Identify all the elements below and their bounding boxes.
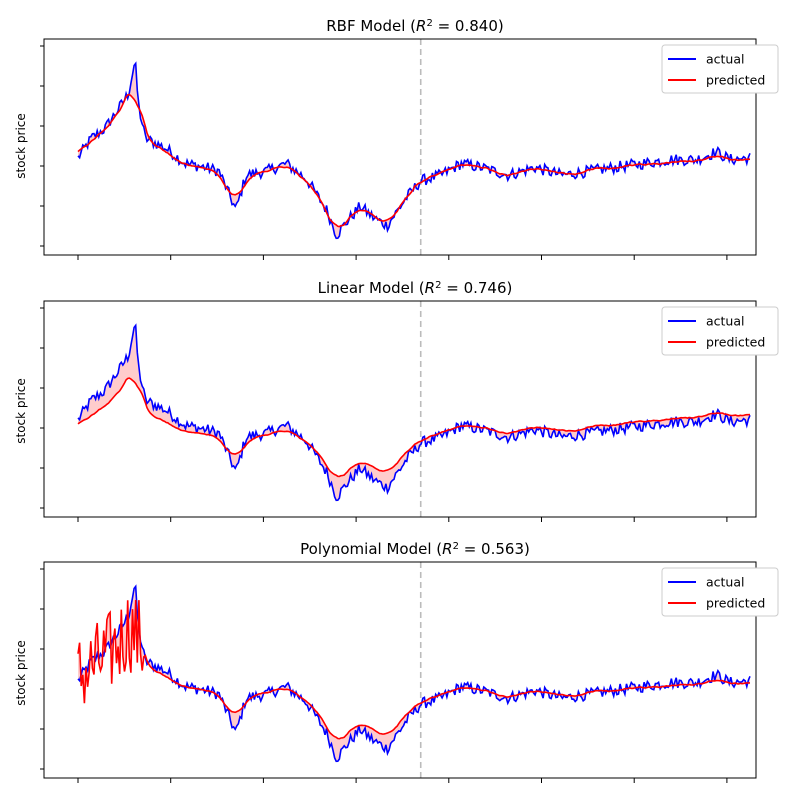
legend-label-predicted: predicted <box>706 335 765 350</box>
series-line-predicted <box>77 377 751 478</box>
series-line-predicted <box>77 599 751 740</box>
panel-linear: Linear Model (R2 = 0.746) stock price ac… <box>14 279 779 522</box>
axes-frame <box>43 300 757 518</box>
series-line-actual <box>77 323 751 502</box>
plot-area-rbf: actual predicted <box>40 38 779 260</box>
y-axis-label-polynomial: stock price <box>14 640 28 706</box>
panel-polynomial: Polynomial Model (R2 = 0.563) stock pric… <box>14 540 779 783</box>
legend-label-actual: actual <box>706 314 745 329</box>
axes-frame <box>43 38 757 256</box>
y-axis-label-rbf: stock price <box>14 113 28 179</box>
plot-area-linear: actual predicted <box>40 300 779 522</box>
series-line-predicted <box>77 93 751 228</box>
legend: actual predicted <box>661 567 779 617</box>
panel-title-polynomial: Polynomial Model (R2 = 0.563) <box>300 540 530 558</box>
panel-title-rbf: RBF Model (R2 = 0.840) <box>326 17 503 35</box>
legend-label-actual: actual <box>706 52 745 67</box>
axes-frame <box>43 561 757 779</box>
panel-title-linear: Linear Model (R2 = 0.746) <box>318 279 513 297</box>
plot-area-polynomial: actual predicted <box>40 561 779 783</box>
legend-label-actual: actual <box>706 575 745 590</box>
legend: actual predicted <box>661 44 779 94</box>
panel-rbf: RBF Model (R2 = 0.840) stock price actua… <box>14 17 779 260</box>
legend: actual predicted <box>661 306 779 356</box>
legend-label-predicted: predicted <box>706 73 765 88</box>
y-axis-label-linear: stock price <box>14 378 28 444</box>
legend-label-predicted: predicted <box>706 596 765 611</box>
